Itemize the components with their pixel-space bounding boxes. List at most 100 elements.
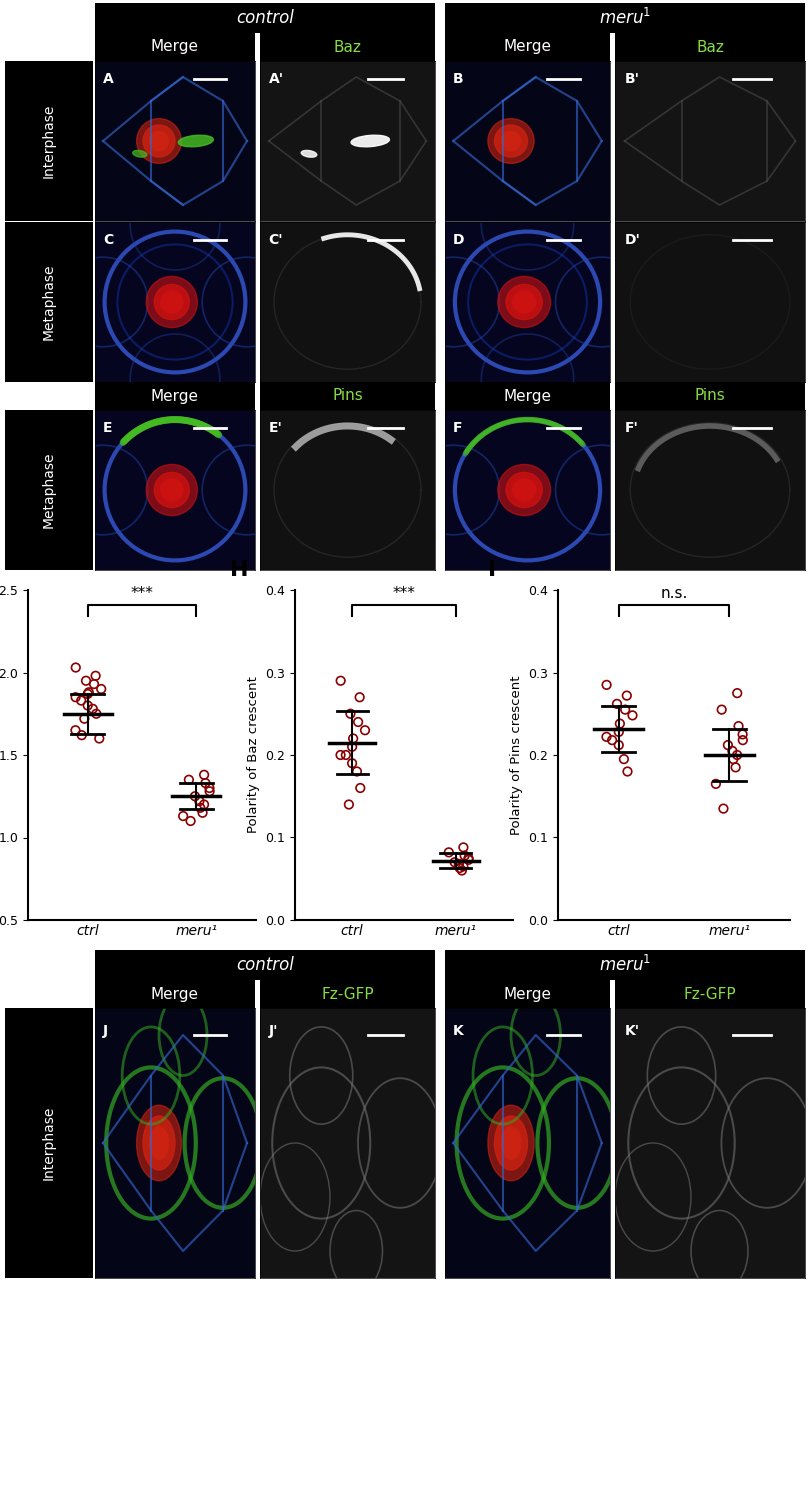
Point bbox=[452, 852, 465, 876]
Text: meru$^1$: meru$^1$ bbox=[598, 956, 650, 975]
Point bbox=[333, 742, 346, 766]
Circle shape bbox=[136, 1106, 181, 1180]
Text: K': K' bbox=[624, 1024, 639, 1038]
Point bbox=[334, 669, 347, 693]
Point bbox=[610, 692, 623, 715]
Text: A': A' bbox=[268, 72, 284, 86]
Point bbox=[455, 858, 468, 882]
Point bbox=[730, 681, 743, 705]
Ellipse shape bbox=[350, 135, 389, 147]
Text: Fz-GFP: Fz-GFP bbox=[683, 987, 736, 1002]
Point bbox=[736, 728, 749, 752]
Text: J': J' bbox=[268, 1024, 278, 1038]
Text: C': C' bbox=[268, 232, 283, 248]
Point bbox=[75, 688, 88, 712]
Y-axis label: Polarity of Pins crescent: Polarity of Pins crescent bbox=[509, 675, 522, 834]
Y-axis label: Polarity of Baz crescent: Polarity of Baz crescent bbox=[247, 676, 260, 834]
Point bbox=[203, 776, 216, 800]
Point bbox=[199, 771, 212, 795]
Point bbox=[353, 686, 366, 709]
Point bbox=[90, 702, 103, 726]
Circle shape bbox=[149, 1126, 169, 1160]
Circle shape bbox=[497, 276, 550, 327]
Circle shape bbox=[149, 132, 169, 150]
Circle shape bbox=[512, 291, 535, 314]
Text: Merge: Merge bbox=[503, 388, 551, 404]
Text: D: D bbox=[453, 232, 464, 248]
Point bbox=[78, 706, 91, 730]
Point bbox=[618, 698, 631, 721]
Circle shape bbox=[154, 285, 189, 320]
Point bbox=[194, 796, 207, 820]
Point bbox=[351, 710, 364, 734]
Circle shape bbox=[143, 1116, 175, 1170]
Point bbox=[197, 764, 210, 788]
Point bbox=[86, 698, 99, 721]
Point bbox=[197, 792, 210, 816]
Point bbox=[81, 682, 94, 706]
Circle shape bbox=[497, 465, 550, 516]
Point bbox=[599, 674, 612, 698]
Point bbox=[79, 669, 92, 693]
Text: Merge: Merge bbox=[151, 388, 199, 404]
Point bbox=[358, 718, 371, 742]
Point bbox=[611, 720, 624, 744]
Circle shape bbox=[500, 132, 521, 150]
Circle shape bbox=[154, 472, 189, 507]
Text: meru$^1$: meru$^1$ bbox=[598, 8, 650, 28]
Circle shape bbox=[146, 465, 197, 516]
Text: F: F bbox=[453, 422, 462, 435]
Text: Merge: Merge bbox=[503, 987, 551, 1002]
Point bbox=[350, 759, 363, 783]
Point bbox=[728, 756, 741, 780]
Text: Merge: Merge bbox=[151, 39, 199, 54]
Point bbox=[95, 676, 108, 700]
Point bbox=[195, 801, 208, 825]
Point bbox=[599, 724, 612, 748]
Circle shape bbox=[161, 291, 182, 314]
Point bbox=[625, 704, 638, 728]
Point bbox=[182, 768, 195, 792]
Point bbox=[720, 734, 733, 758]
Text: K: K bbox=[453, 1024, 463, 1038]
Point bbox=[69, 656, 82, 680]
Point bbox=[611, 734, 624, 758]
Circle shape bbox=[505, 285, 542, 320]
Point bbox=[732, 714, 744, 738]
Point bbox=[346, 726, 359, 750]
Point bbox=[616, 747, 629, 771]
Point bbox=[188, 784, 201, 808]
Point bbox=[81, 693, 94, 717]
Text: I: I bbox=[487, 560, 496, 580]
Point bbox=[442, 840, 455, 864]
Circle shape bbox=[512, 478, 535, 501]
Point bbox=[714, 698, 727, 721]
Point bbox=[92, 726, 105, 750]
Point bbox=[725, 740, 738, 764]
Point bbox=[457, 855, 470, 879]
Circle shape bbox=[136, 118, 181, 164]
Text: Merge: Merge bbox=[503, 39, 551, 54]
Circle shape bbox=[143, 124, 175, 158]
Text: Interphase: Interphase bbox=[42, 1106, 56, 1180]
Point bbox=[184, 808, 197, 832]
Ellipse shape bbox=[301, 150, 316, 158]
Text: F': F' bbox=[624, 422, 637, 435]
Point bbox=[69, 686, 82, 709]
Text: Interphase: Interphase bbox=[42, 104, 56, 178]
Text: Metaphase: Metaphase bbox=[42, 264, 56, 340]
Point bbox=[612, 711, 625, 735]
Point bbox=[457, 843, 470, 867]
Ellipse shape bbox=[178, 135, 213, 147]
Text: Merge: Merge bbox=[151, 987, 199, 1002]
Text: Metaphase: Metaphase bbox=[42, 452, 56, 528]
Point bbox=[88, 672, 101, 696]
Circle shape bbox=[505, 472, 542, 507]
Point bbox=[203, 780, 216, 804]
Text: control: control bbox=[236, 956, 294, 974]
Text: J: J bbox=[103, 1024, 108, 1038]
Text: H: H bbox=[230, 560, 248, 580]
Point bbox=[75, 723, 88, 747]
Circle shape bbox=[146, 276, 197, 327]
Ellipse shape bbox=[132, 150, 147, 158]
